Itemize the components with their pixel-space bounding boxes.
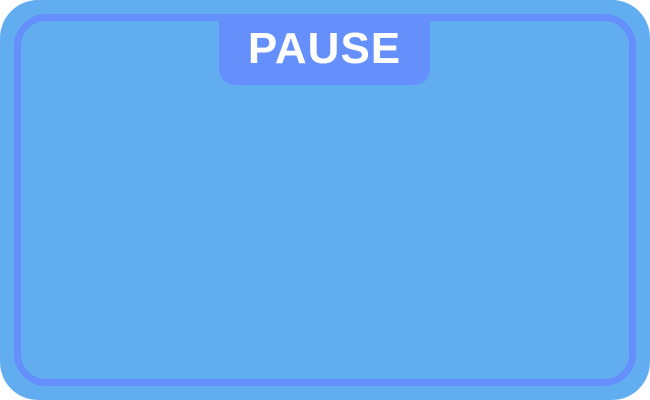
pause-title-tab: PAUSE: [219, 14, 430, 85]
pause-title: PAUSE: [247, 24, 402, 73]
